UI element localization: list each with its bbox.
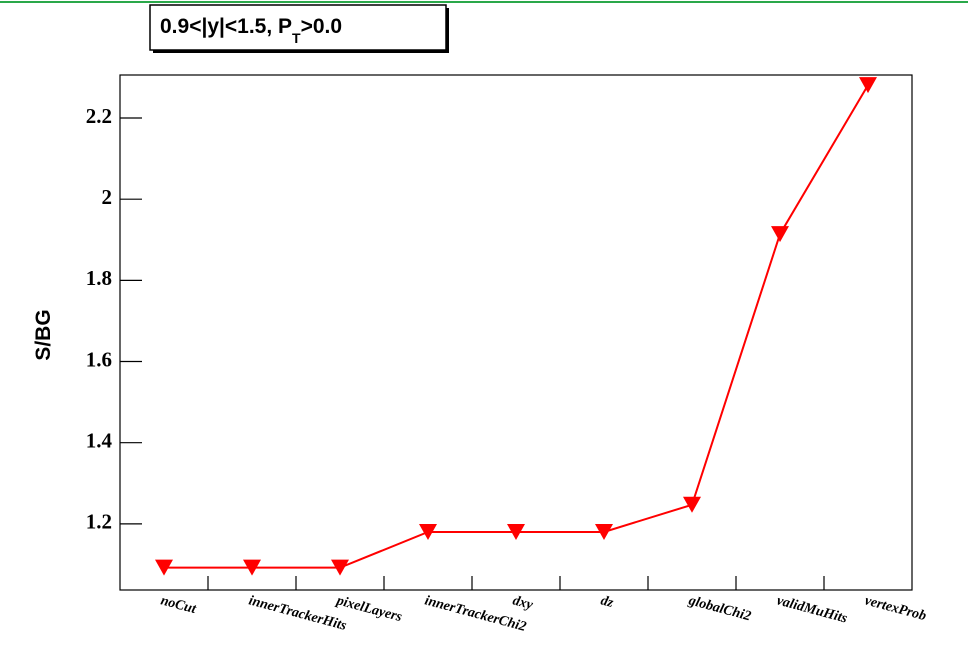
x-tick-label: innerTrackerHits: [247, 593, 349, 634]
y-tick-label: 1.2: [86, 510, 112, 534]
line: [164, 84, 869, 569]
y-tick-label: 1.8: [86, 266, 112, 290]
x-tick-label: innerTrackerChi2: [423, 593, 528, 635]
y-tick-label: 1.4: [86, 428, 113, 452]
marker: [419, 523, 437, 540]
x-tick-label: globalChi2: [686, 593, 752, 624]
x-tick-label: dz: [599, 593, 615, 611]
y-tick-label: 1.6: [86, 347, 112, 371]
x-tick-label: noCut: [159, 593, 199, 617]
x-tick-label: validMuHits: [775, 593, 849, 626]
marker: [331, 559, 349, 576]
y-tick-label: 2: [102, 185, 113, 209]
title-shadow: [446, 8, 449, 53]
x-tick-label: dxy: [511, 593, 535, 613]
y-tick-label: 2.2: [86, 104, 112, 128]
title-shadow: [153, 50, 449, 53]
marker: [507, 523, 525, 540]
marker: [683, 496, 701, 513]
marker: [155, 559, 173, 576]
x-tick-label: vertexProb: [863, 593, 928, 624]
marker: [243, 559, 261, 576]
title-main: 0.9<|y|<1.5, P: [160, 15, 292, 38]
chart-title: 0.9<|y|<1.5, PT>0.0: [160, 15, 342, 46]
title-sub: T: [292, 30, 301, 46]
marker: [771, 226, 789, 243]
marker: [595, 523, 613, 540]
title-rest: >0.0: [301, 15, 342, 38]
y-axis-label: S/BG: [32, 309, 55, 360]
marker: [859, 77, 877, 94]
plot-frame: [119, 74, 913, 591]
